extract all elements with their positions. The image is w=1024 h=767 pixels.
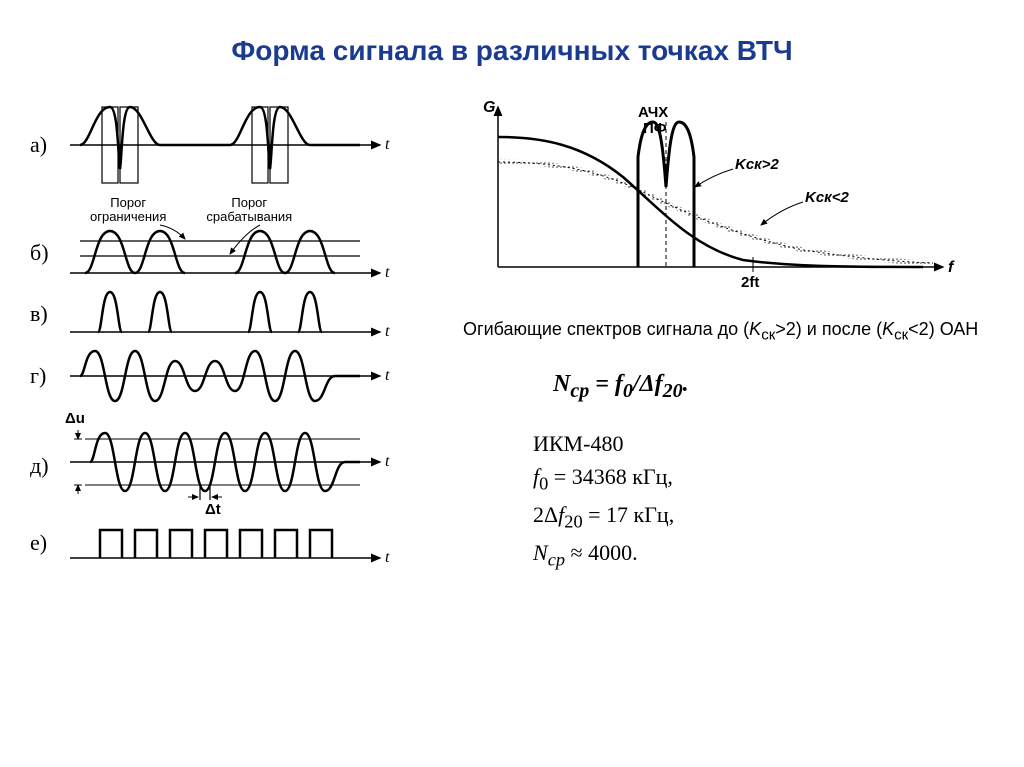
wave-label-b: б)	[30, 240, 60, 266]
ikm-line4: Nср ≈ 4000.	[533, 536, 994, 574]
waveform-c: t	[60, 287, 443, 342]
page-title: Форма сигнала в различных точках ВТЧ	[0, 0, 1024, 77]
threshold1-label: Порог ограничения	[90, 196, 166, 225]
wave-label-d: г)	[30, 363, 60, 389]
svg-text:t: t	[385, 453, 390, 470]
spectrum-plot: G f АЧХ ПФ Kск>2 Kск<2 2ft	[463, 97, 963, 297]
svg-text:t: t	[385, 367, 390, 384]
svg-text:2ft: 2ft	[741, 274, 759, 291]
svg-text:t: t	[385, 264, 390, 281]
ikm-line3: 2Δf20 = 17 кГц,	[533, 498, 994, 536]
spectrum-caption: Огибающие спектров сигнала до (Kск>2) и …	[463, 317, 994, 346]
svg-text:t: t	[385, 549, 390, 566]
du-label: Δu	[65, 410, 443, 427]
ikm-line1: ИКМ-480	[533, 427, 994, 460]
wave-label-c: в)	[30, 301, 60, 327]
waveform-e: t	[60, 427, 443, 505]
svg-text:t: t	[385, 136, 390, 153]
svg-text:f: f	[948, 259, 955, 276]
ikm-block: ИКМ-480 f0 = 34368 кГц, 2Δf20 = 17 кГц, …	[533, 427, 994, 574]
waveform-b: t	[60, 223, 443, 283]
formula: Nср = f0/Δf20.	[553, 371, 994, 403]
svg-text:ПФ: ПФ	[643, 120, 667, 137]
svg-text:t: t	[385, 323, 390, 340]
wave-label-f: е)	[30, 530, 60, 556]
wave-label-a: а)	[30, 132, 60, 158]
svg-text:Kск<2: Kск<2	[805, 189, 850, 206]
waveform-a: t	[60, 97, 443, 192]
waveform-d: t	[60, 346, 443, 406]
wave-label-e: д)	[30, 453, 60, 479]
svg-text:АЧХ: АЧХ	[638, 104, 668, 121]
svg-text:Kск>2: Kск>2	[735, 156, 780, 173]
ikm-line2: f0 = 34368 кГц,	[533, 460, 994, 498]
waveforms-column: а) t Порог ограничения	[30, 97, 443, 574]
svg-text:G: G	[483, 99, 495, 116]
waveform-f: t	[60, 518, 443, 568]
threshold2-label: Порог срабатывания	[206, 196, 292, 225]
